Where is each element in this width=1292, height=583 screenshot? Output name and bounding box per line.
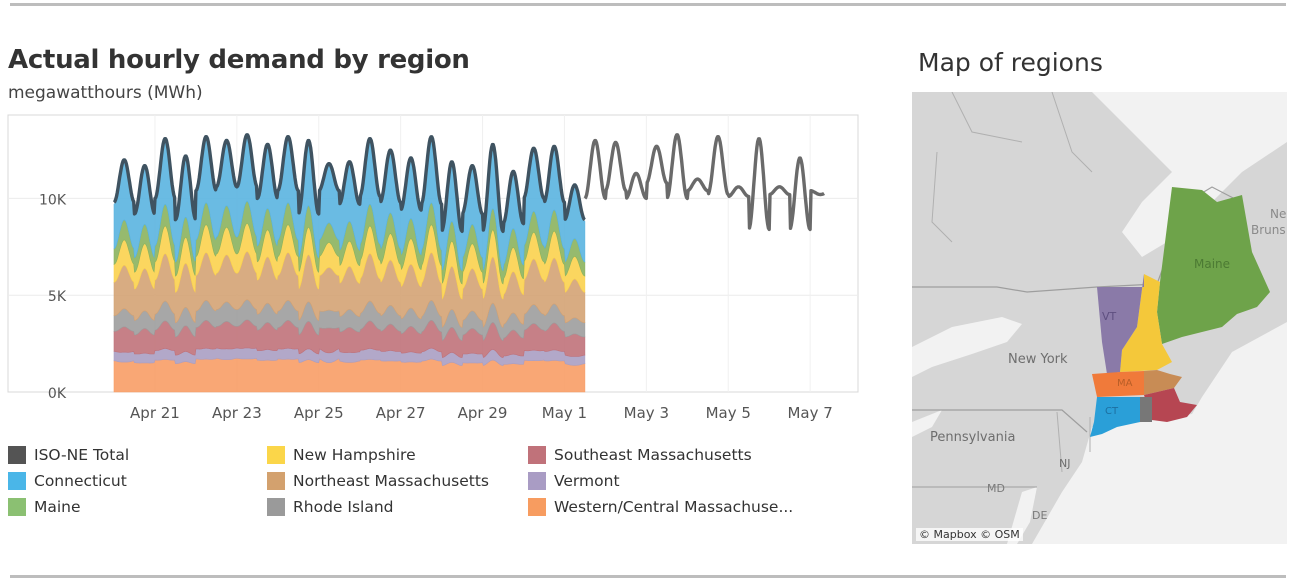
x-tick-label: Apr 25: [294, 404, 344, 422]
legend-label: Connecticut: [34, 472, 127, 490]
map-attribution: © Mapbox © OSM: [916, 528, 1023, 541]
legend-label: New Hampshire: [293, 446, 416, 464]
x-tick-label: Apr 23: [212, 404, 262, 422]
border-provinces: [931, 92, 1093, 243]
legend-swatch: [267, 472, 285, 490]
map-label-new-york: New York: [1008, 352, 1068, 367]
map-label-maine: Maine: [1194, 257, 1230, 271]
state-new-hampshire[interactable]: [1120, 274, 1172, 372]
map-label-ne: Ne: [1270, 207, 1286, 221]
legend-swatch: [528, 498, 546, 516]
legend-item-southeast-massachusetts[interactable]: Southeast Massachusetts: [528, 444, 752, 466]
legend-swatch: [267, 498, 285, 516]
map-label-nj: NJ: [1059, 457, 1070, 470]
x-tick-label: Apr 21: [130, 404, 180, 422]
y-tick-label: 10K: [39, 192, 67, 208]
state-northeast-ma[interactable]: [1144, 370, 1182, 395]
legend-item-new-hampshire[interactable]: New Hampshire: [267, 444, 416, 466]
chart-title: Actual hourly demand by region: [8, 45, 470, 75]
water-st-lawrence: [1092, 92, 1287, 257]
legend-label: Rhode Island: [293, 498, 394, 516]
legend-label: Northeast Massachusetts: [293, 472, 489, 490]
legend-item-northeast-massachusetts[interactable]: Northeast Massachusetts: [267, 470, 489, 492]
legend-item-maine[interactable]: Maine: [8, 496, 81, 518]
map-svg: Maine VT MA CT New York Pennsylvania NJ …: [912, 92, 1287, 544]
legend-label: Vermont: [554, 472, 620, 490]
legend-item-rhode-island[interactable]: Rhode Island: [267, 496, 394, 518]
x-tick-label: May 7: [787, 404, 832, 422]
border-ne: [1056, 411, 1091, 473]
legend-item-western-central-massachusetts[interactable]: Western/Central Massachuse...: [528, 496, 793, 518]
x-tick-label: Apr 29: [458, 404, 508, 422]
state-maine[interactable]: [1157, 187, 1270, 344]
x-tick-label: May 3: [624, 404, 669, 422]
legend-item-iso-ne-total[interactable]: ISO-NE Total: [8, 444, 129, 466]
state-rhode-island[interactable]: [1140, 397, 1152, 422]
x-tick-label: May 5: [706, 404, 751, 422]
map-label-ma: MA: [1117, 378, 1133, 389]
total-line-forecast[interactable]: [583, 133, 826, 232]
legend-label: Southeast Massachusetts: [554, 446, 752, 464]
legend-swatch: [8, 498, 26, 516]
regions-map[interactable]: Maine VT MA CT New York Pennsylvania NJ …: [912, 92, 1287, 544]
chart-subtitle: megawatthours (MWh): [8, 83, 203, 103]
map-label-ct: CT: [1105, 406, 1119, 417]
map-label-pennsylvania: Pennsylvania: [930, 430, 1015, 445]
map-label-bruns: Bruns: [1251, 223, 1286, 237]
state-connecticut[interactable]: [1090, 397, 1140, 437]
map-label-vt: VT: [1102, 310, 1117, 323]
y-tick-label: 0K: [48, 386, 67, 402]
legend-swatch: [528, 446, 546, 464]
legend-label: ISO-NE Total: [34, 446, 130, 464]
map-label-de: DE: [1032, 509, 1047, 522]
chart-legend: ISO-NE Total Connecticut Maine New Hamps…: [0, 444, 880, 524]
border-ny-pa: [912, 409, 1088, 433]
x-tick-label: May 1: [542, 404, 587, 422]
legend-swatch: [8, 446, 26, 464]
water-atlantic: [1032, 322, 1287, 544]
legend-swatch: [267, 446, 285, 464]
demand-chart: 0K 5K 10K Apr 21 Apr 23 Apr 25 Apr 27 Apr 29 May…: [7, 114, 859, 422]
top-divider: [10, 3, 1286, 6]
legend-item-vermont[interactable]: Vermont: [528, 470, 620, 492]
state-southeast-ma[interactable]: [1144, 388, 1197, 422]
total-line-actual[interactable]: [112, 133, 586, 233]
bottom-divider: [10, 575, 1286, 578]
legend-swatch: [8, 472, 26, 490]
map-label-md: MD: [987, 482, 1005, 495]
state-vermont[interactable]: [1097, 274, 1144, 374]
x-tick-label: Apr 27: [376, 404, 426, 422]
water-lake-erie: [912, 410, 942, 437]
legend-label: Maine: [34, 498, 81, 516]
water-lake-ontario: [912, 317, 1022, 377]
state-western-central-ma[interactable]: [1092, 371, 1144, 397]
y-tick-label: 5K: [48, 289, 67, 305]
legend-item-connecticut[interactable]: Connecticut: [8, 470, 127, 492]
legend-swatch: [528, 472, 546, 490]
legend-label: Western/Central Massachuse...: [554, 498, 794, 516]
map-title: Map of regions: [918, 48, 1103, 77]
